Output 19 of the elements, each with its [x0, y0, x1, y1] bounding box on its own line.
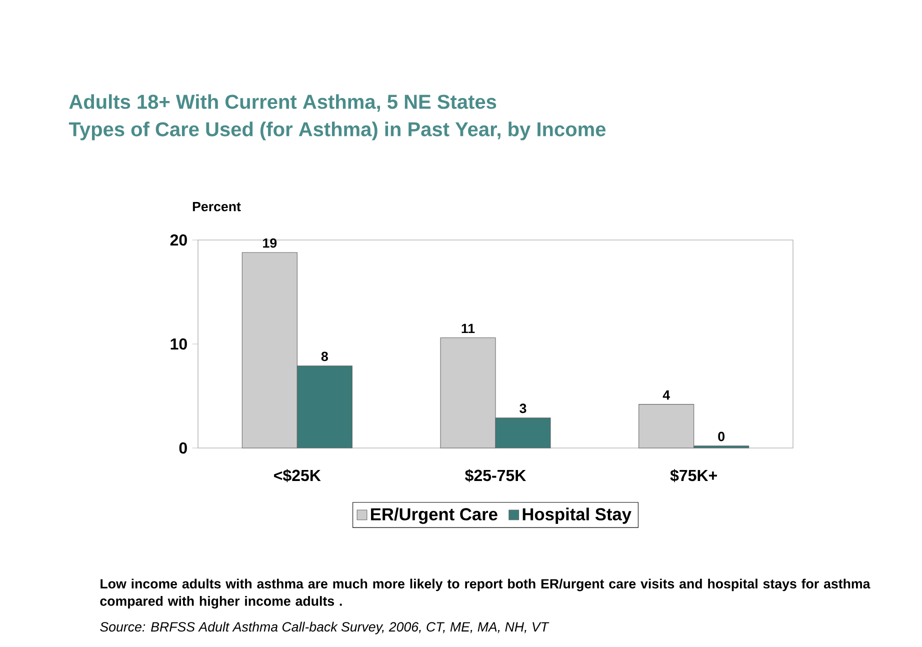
data-label: 3 — [520, 404, 526, 414]
data-label: 8 — [321, 352, 328, 362]
y-tick-label: 10 — [170, 338, 187, 350]
y-tick-label: 0 — [179, 442, 187, 454]
y-tick-label: 20 — [170, 234, 187, 246]
source-note: Source: BRFSS Adult Asthma Call-back Survey, 2006, CT, ME, MA, NH, VT — [100, 622, 550, 634]
chart-title: Adults 18+ With Current Asthma, 5 NE States — [69, 94, 496, 112]
data-label: 11 — [462, 324, 475, 334]
x-tick-label: $25-75K — [465, 469, 526, 482]
x-tick-label: $75K+ — [670, 469, 717, 482]
x-tick-label: <$25K — [274, 469, 321, 482]
legend-label: ER/Urgent Care — [371, 508, 498, 524]
y-axis-title: Percent — [192, 202, 241, 212]
legend-label: Hospital Stay — [522, 508, 632, 524]
chart-subtitle: Types of Care Used (for Asthma) in Past Year, by Income — [68, 122, 606, 140]
data-label: 0 — [718, 432, 725, 442]
text: Low income adults with asthma are much more likely to report both ER/urgent care visits and hospital stays for asthma compared with higher income adults . — [100, 578, 870, 609]
data-label: 4 — [662, 390, 670, 400]
data-label: 19 — [263, 238, 277, 248]
